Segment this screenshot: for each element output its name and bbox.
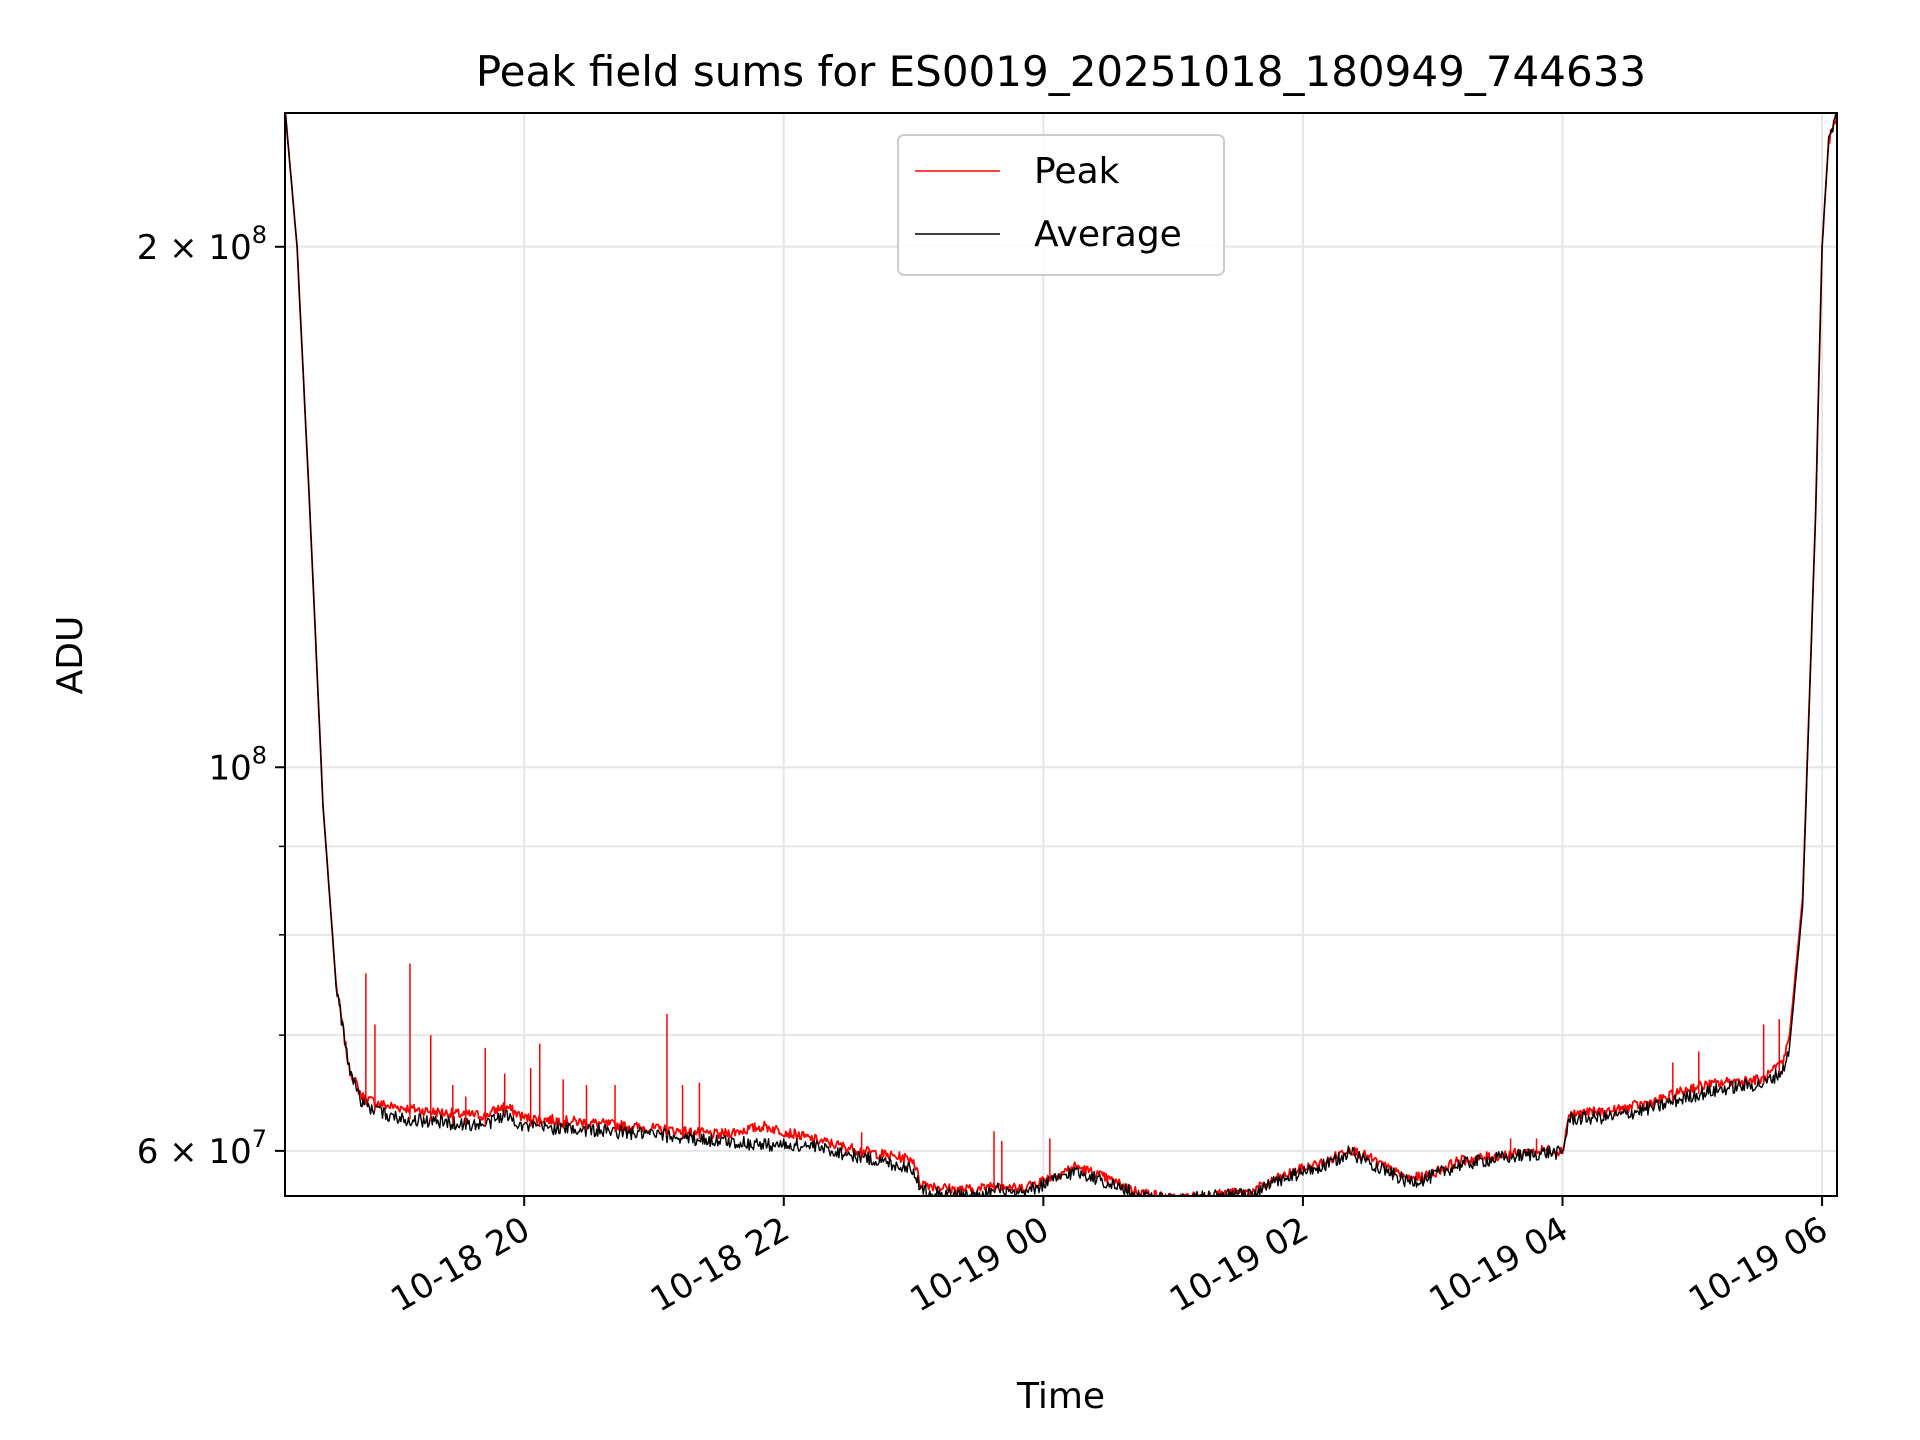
legend: Peak Average <box>897 134 1225 276</box>
y-axis-label: ADU <box>50 616 91 695</box>
legend-box <box>897 134 1225 276</box>
plot-area <box>285 113 1837 1196</box>
y-axis-ticks: 6 × 107 108 2 × 108 <box>137 221 285 1172</box>
x-axis-label: Time <box>1016 1376 1105 1417</box>
y-tick-label: 2 × 108 <box>137 221 267 268</box>
chart-title: Peak field sums for ES0019_20251018_1809… <box>476 47 1646 96</box>
y-tick-label: 108 <box>208 741 267 788</box>
legend-label-average: Average <box>1034 214 1182 255</box>
series-line-average <box>285 113 1837 1196</box>
y-tick-label: 6 × 107 <box>137 1125 267 1172</box>
series-layer <box>285 113 1837 1196</box>
plot-frame <box>284 112 1838 1197</box>
legend-label-peak: Peak <box>1034 151 1120 192</box>
